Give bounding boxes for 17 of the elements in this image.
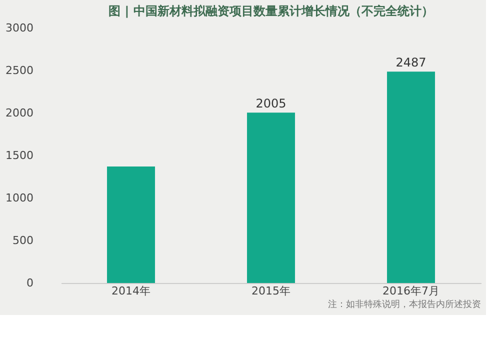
bar <box>247 112 295 283</box>
data-label: 2487 <box>396 56 426 70</box>
y-tick-label: 3000 <box>6 22 34 34</box>
data-label: 2005 <box>256 96 286 111</box>
x-tick-label: 2016年7月 <box>382 284 440 298</box>
y-tick-label: 1000 <box>6 192 34 204</box>
bar <box>107 166 155 283</box>
y-tick-label: 2000 <box>6 106 34 120</box>
x-tick-label: 2014年 <box>112 284 150 298</box>
y-tick-label: 0 <box>26 276 34 290</box>
y-tick-label: 1500 <box>6 149 34 162</box>
text: 注：如非特殊说明，本报告内所述投资 <box>328 299 481 310</box>
y-tick-label: 500 <box>12 234 34 247</box>
chart-title: 图 | 中国新材料拟融资项目数量累计增长情况（不完全统计） <box>108 4 434 18</box>
x-tick-label: 2015年 <box>252 284 290 298</box>
bar <box>387 72 435 283</box>
y-tick-label: 2500 <box>6 64 34 77</box>
